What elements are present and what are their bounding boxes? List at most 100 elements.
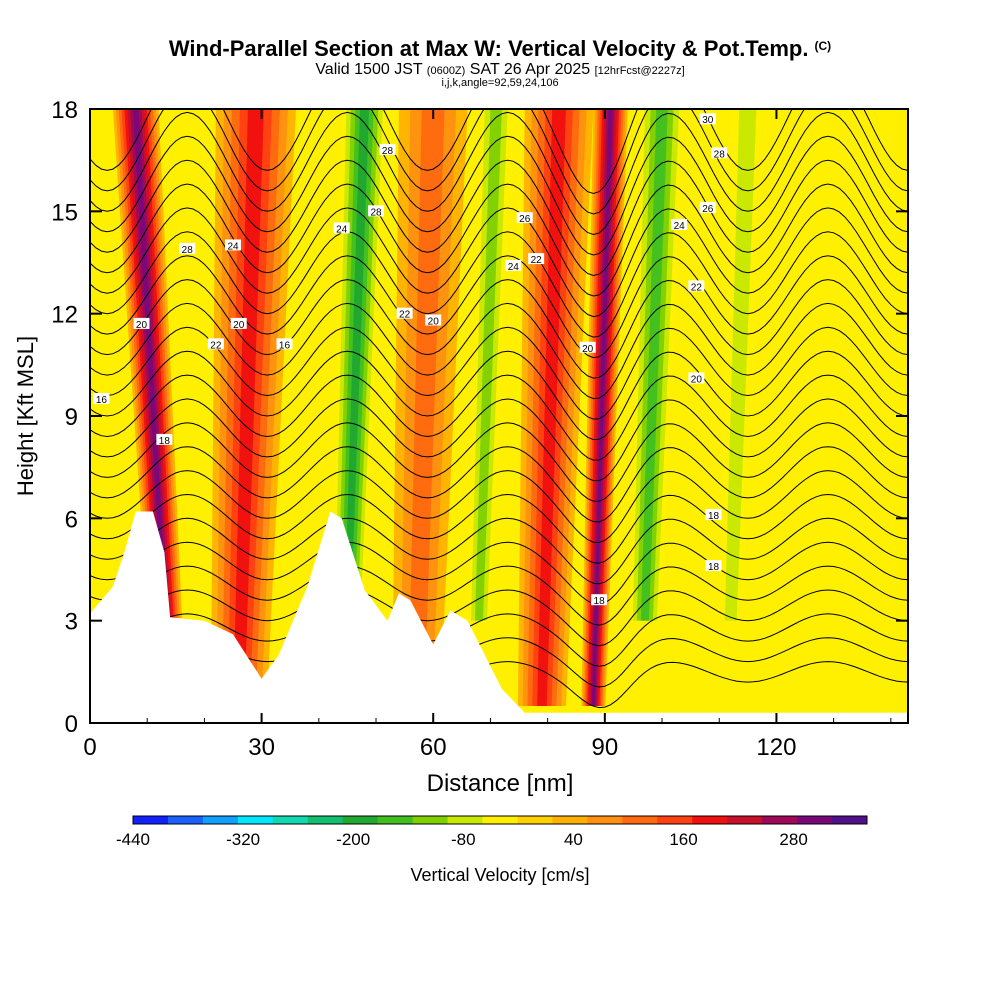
valid-prefix: Valid 1500 JST <box>315 61 423 78</box>
x-axis-label: Distance [nm] <box>427 770 574 797</box>
contour-label-text: 26 <box>519 214 531 225</box>
colorbar-swatch <box>797 816 833 824</box>
contour-label-18: 24 <box>671 218 688 232</box>
contour-label-bg <box>688 372 705 384</box>
colorbar-tick-label: 280 <box>779 830 807 849</box>
contour-label-bg <box>711 147 728 159</box>
contour-label-bg <box>156 433 173 445</box>
contour-label-2: 18 <box>156 433 173 447</box>
contour-label-text: 24 <box>508 262 520 273</box>
contour-label-bg <box>579 341 596 353</box>
colorbar-swatch <box>727 816 763 824</box>
title-copyright: (C) <box>814 39 832 53</box>
theta-contour-10 <box>90 422 908 502</box>
contour-label-7: 16 <box>276 338 293 351</box>
colorbar-swatch <box>412 816 449 824</box>
theta-contour-15 <box>90 302 908 400</box>
colorbar-tick-label: -440 <box>116 830 150 849</box>
contour-label-1: 20 <box>133 317 150 331</box>
y-tick-label: 18 <box>51 97 78 124</box>
contour-label-bg <box>207 338 224 350</box>
contour-label-text: 28 <box>370 207 382 218</box>
theta-contour-6 <box>90 517 908 585</box>
contour-label-text: 20 <box>691 374 703 385</box>
contour-label-text: 20 <box>428 316 440 327</box>
contour-label-text: 18 <box>594 596 606 607</box>
chart-indices: i,j,k,angle=92,59,24,106 <box>441 77 559 89</box>
colorbar-swatch <box>552 816 588 824</box>
contour-label-text: 28 <box>182 245 194 256</box>
colorbar-swatch <box>342 816 379 824</box>
contour-label-23: 20 <box>688 372 705 385</box>
contour-label-bg <box>276 338 293 350</box>
contour-label-text: 20 <box>233 320 245 331</box>
y-tick-label: 12 <box>51 302 78 329</box>
theta-contour-11 <box>90 398 908 482</box>
theta-contour-14 <box>90 326 908 420</box>
contour-label-text: 22 <box>691 282 703 293</box>
velocity-band-3-level-3 <box>408 109 445 706</box>
axes: 0 30 60 90 120 0 3 6 9 12 15 18 <box>51 97 908 761</box>
colorbar-swatch <box>587 816 623 824</box>
theta-contour-7 <box>90 493 908 564</box>
contour-label-text: 18 <box>708 562 720 573</box>
colorbar-swatch <box>832 816 868 824</box>
colorbar-swatch <box>622 816 658 824</box>
theta-contours <box>90 109 908 709</box>
theta-contour-8 <box>90 470 908 544</box>
colorbar-swatch <box>133 816 169 824</box>
contour-label-bg <box>425 314 442 326</box>
contour-label-bg <box>133 317 150 329</box>
colorbar: -440 -320 -200 -80 40 160 280 <box>116 815 868 849</box>
theta-contour-25 <box>90 109 908 195</box>
chart-subtitle: Valid 1500 JST (0600Z) SAT 26 Apr 2025 [… <box>0 61 1000 79</box>
contour-label-17: 18 <box>591 594 608 607</box>
contour-label-3: 28 <box>179 242 196 256</box>
contour-label-6: 20 <box>230 317 247 331</box>
velocity-band-5-level-5 <box>537 109 566 706</box>
contour-label-bg <box>179 242 196 254</box>
theta-contour-12 <box>90 374 908 461</box>
x-tick-label: 60 <box>420 734 447 761</box>
theta-contour-17 <box>90 255 908 359</box>
terrain <box>90 511 908 723</box>
contour-label-bg <box>528 253 545 265</box>
colorbar-tick-label: -200 <box>336 830 370 849</box>
colorbar-tick-label: 40 <box>564 830 583 849</box>
theta-contour-23 <box>90 111 908 236</box>
contour-label-text: 22 <box>210 340 222 351</box>
contour-label-5: 22 <box>207 338 224 351</box>
contour-label-bg <box>699 201 716 213</box>
contour-label-0: 16 <box>93 392 110 406</box>
y-tick-label: 0 <box>65 711 78 738</box>
colorbar-tick-label: -320 <box>226 830 260 849</box>
colorbar-swatch <box>657 816 693 824</box>
x-tick-label: 120 <box>756 734 796 761</box>
contour-label-text: 24 <box>227 241 239 252</box>
title-main: Wind-Parallel Section at Max W: Vertical… <box>168 36 809 61</box>
contour-label-text: 18 <box>708 511 720 522</box>
contour-label-14: 24 <box>505 259 522 273</box>
terrain-profile <box>90 511 908 723</box>
theta-contour-18 <box>90 231 908 338</box>
colorbar-swatch <box>272 816 309 824</box>
contour-label-bg <box>368 205 385 217</box>
colorbar-swatch <box>762 816 798 824</box>
velocity-band-6-level-8 <box>591 109 613 706</box>
contour-label-text: 22 <box>399 310 411 321</box>
contour-label-bg <box>93 392 110 404</box>
y-tick-label: 9 <box>65 404 78 431</box>
theta-contour-5 <box>90 541 908 605</box>
contour-label-bg <box>230 317 247 329</box>
x-tick-label: 90 <box>591 734 618 761</box>
contour-label-bg <box>591 594 608 606</box>
contour-label-bg <box>396 307 413 319</box>
contour-label-text: 20 <box>136 320 148 331</box>
contour-label-bg <box>379 143 396 155</box>
colorbar-swatch <box>517 816 553 824</box>
theta-contour-16 <box>90 279 908 379</box>
colorbar-swatch <box>202 816 239 824</box>
x-tick-label: 0 <box>83 734 96 761</box>
contour-label-19: 30 <box>699 113 716 126</box>
